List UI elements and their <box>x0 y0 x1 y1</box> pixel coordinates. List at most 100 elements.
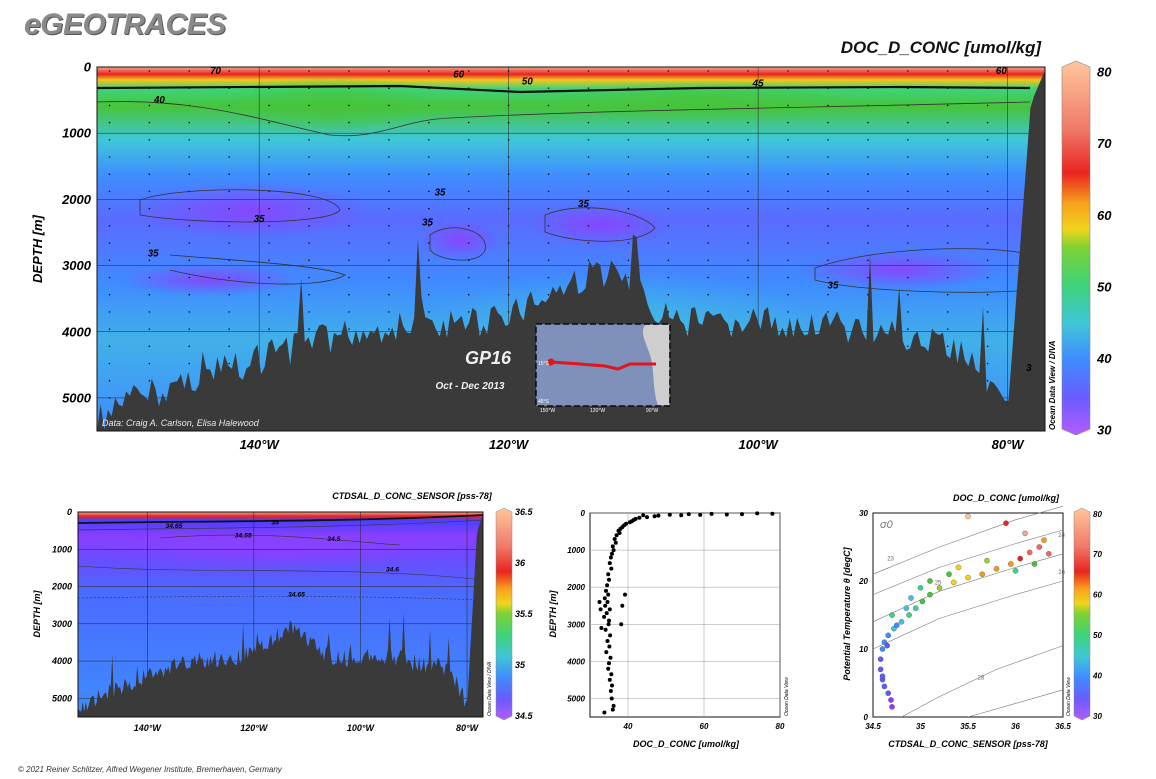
sample-dot <box>507 139 510 141</box>
isopycnal-label: 28 <box>978 676 985 682</box>
x-tick-label: 60 <box>700 722 709 731</box>
contour-label: 35 <box>254 214 265 225</box>
y-tick-label: 20 <box>858 577 868 586</box>
sample-dot <box>467 156 470 158</box>
sample-dot <box>507 293 510 296</box>
sample-dot <box>507 104 510 107</box>
sample-dot <box>787 276 789 279</box>
sample-dot <box>228 311 230 313</box>
profile-point <box>755 511 760 516</box>
ts-point <box>889 612 895 618</box>
colorbar-tick-label: 80 <box>1097 65 1112 80</box>
ts-point <box>1026 549 1033 556</box>
main-section-contour-35-b <box>429 227 486 261</box>
ts-point <box>927 591 933 598</box>
ts-point <box>913 605 919 611</box>
ts-point <box>979 571 985 577</box>
sample-dot <box>268 139 270 141</box>
sample-dot <box>148 362 151 365</box>
ts-point <box>884 642 890 649</box>
sample-dot <box>308 328 310 330</box>
contour-label: 35 <box>435 188 446 199</box>
sample-dot <box>148 379 151 382</box>
sample-dot <box>228 276 230 279</box>
section-dates-label: Oct - Dec 2013 <box>436 381 505 392</box>
contour-label: 34.65 <box>165 523 182 530</box>
inset-lat-label-1: 15°S <box>538 361 550 367</box>
sample-dot <box>867 225 869 227</box>
profile-point <box>603 627 608 632</box>
sample-dot <box>188 70 191 72</box>
sample-dot <box>108 225 111 227</box>
sample-dot <box>268 104 270 107</box>
sample-dot <box>108 156 111 158</box>
colorbar-tick-label: 34.5 <box>515 711 534 721</box>
profile-point <box>606 592 611 597</box>
sample-dot <box>348 276 350 279</box>
sample-dot <box>308 207 310 210</box>
sample-dot <box>627 259 630 262</box>
profile-point <box>610 544 615 549</box>
sample-dot <box>228 328 230 330</box>
salinity-section-y-axis: 0 1000 2000 3000 4000 5000 <box>51 507 72 703</box>
sample-dot <box>308 121 310 124</box>
sample-dot <box>428 156 430 158</box>
sample-dot <box>747 139 749 141</box>
sample-dot <box>986 328 989 330</box>
sample-dot <box>108 328 111 330</box>
ts-point <box>888 697 894 703</box>
sample-dot <box>388 311 390 313</box>
sample-dot <box>108 259 111 262</box>
sample-dot <box>827 173 829 175</box>
salinity-contour-35 <box>77 514 484 524</box>
isopycnal-line <box>872 529 1064 595</box>
doc-profile-frame <box>589 512 781 718</box>
isopycnal-label: 23 <box>887 557 894 563</box>
sample-dot <box>108 311 111 313</box>
sample-dot <box>388 190 390 193</box>
sample-dot <box>268 328 270 330</box>
sample-dot <box>747 259 749 262</box>
doc-profile-gridlines <box>590 512 781 717</box>
sample-dot <box>986 379 989 382</box>
sample-dot <box>787 121 789 124</box>
y-tick-label: 5000 <box>567 694 585 703</box>
contour-label: 35 <box>271 519 279 526</box>
sample-dot <box>587 173 590 175</box>
sample-dot <box>428 70 430 72</box>
isopycnal-label: 24 <box>1058 533 1065 539</box>
sample-dot <box>108 173 111 175</box>
profile-point <box>641 513 646 518</box>
sample-dot <box>467 104 470 107</box>
ts-point <box>877 666 884 673</box>
sample-dot <box>587 104 590 107</box>
main-section-contour-35-c <box>544 207 656 242</box>
sample-dot <box>108 70 111 72</box>
sample-dot <box>308 242 310 244</box>
sample-dot <box>867 156 869 158</box>
sample-dot <box>907 276 909 279</box>
sample-dot <box>707 207 709 210</box>
sample-dot <box>946 121 949 124</box>
sample-dot <box>867 70 869 72</box>
sample-dot <box>747 156 749 158</box>
sample-dot <box>747 70 749 72</box>
sample-dot <box>547 207 550 210</box>
main-section-frame <box>96 66 1046 432</box>
sample-dot <box>507 225 510 227</box>
sample-dot <box>348 104 350 107</box>
sample-dot <box>148 276 151 279</box>
sample-dot <box>627 242 630 244</box>
ts-point <box>885 632 891 639</box>
sample-dot <box>308 293 310 296</box>
profile-point <box>770 511 775 516</box>
sample-dot <box>268 259 270 262</box>
sample-dot <box>428 207 430 210</box>
ts-point <box>885 690 891 696</box>
sample-dot <box>148 121 151 124</box>
sample-dot <box>467 190 470 193</box>
sample-dot <box>348 156 350 158</box>
sample-dot <box>787 173 789 175</box>
sample-dot <box>348 225 350 227</box>
sample-dot <box>907 345 909 348</box>
